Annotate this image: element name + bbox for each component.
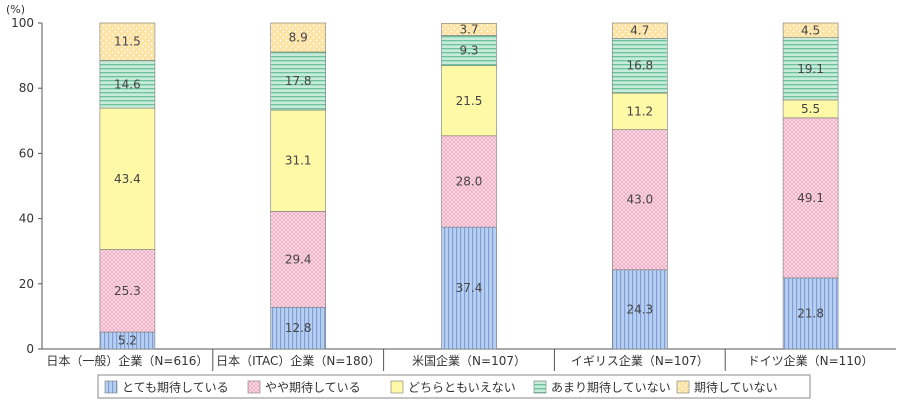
data-label: 29.4 — [285, 252, 312, 266]
bar-segment — [441, 135, 497, 228]
y-tick-label: 20 — [19, 277, 34, 291]
data-label: 5.2 — [118, 334, 137, 348]
data-label: 21.8 — [797, 306, 824, 320]
legend-label: やや期待している — [265, 381, 361, 395]
legend-label: 期待していない — [694, 381, 778, 395]
legend-swatch — [247, 380, 261, 394]
bar-segment — [270, 51, 327, 111]
legend-swatch — [104, 380, 118, 394]
bar-segment — [441, 35, 497, 67]
data-label: 4.7 — [630, 24, 649, 38]
data-label: 43.4 — [114, 172, 141, 186]
data-label: 3.7 — [459, 22, 478, 36]
legend-box — [97, 374, 811, 399]
data-label: 31.1 — [285, 154, 312, 168]
data-label: 21.5 — [456, 94, 483, 108]
data-label: 49.1 — [797, 191, 824, 205]
bar-segment — [441, 226, 497, 350]
x-category-label: ドイツ企業（N=110） — [748, 353, 874, 368]
legend-label: とても期待している — [122, 381, 229, 395]
data-label: 12.8 — [285, 321, 312, 335]
bar-segment — [782, 37, 839, 101]
legend-swatch — [390, 380, 404, 394]
bar-segment — [611, 22, 668, 39]
bar-segment — [270, 211, 327, 308]
data-label: 24.3 — [626, 302, 653, 316]
bar-segment — [270, 306, 327, 350]
y-tick-label: 80 — [19, 81, 34, 95]
bar-segment — [782, 22, 839, 38]
y-tick-label: 100 — [11, 16, 34, 30]
bar-segment — [99, 107, 156, 250]
data-label: 25.3 — [114, 284, 141, 298]
data-label: 37.4 — [456, 281, 483, 295]
bar-segment — [441, 23, 497, 36]
y-tick-label: 60 — [19, 146, 34, 160]
data-label: 19.1 — [797, 62, 824, 76]
data-label: 28.0 — [456, 174, 483, 188]
legend-label: あまり期待していない — [551, 381, 671, 395]
bar-segment — [611, 129, 668, 271]
x-category-label: 日本（一般）企業（N=616） — [46, 353, 208, 368]
data-label: 11.5 — [114, 35, 141, 49]
y-axis-unit-label: (%) — [6, 3, 25, 16]
data-label: 4.5 — [801, 23, 820, 37]
data-label: 16.8 — [626, 59, 653, 73]
data-label: 43.0 — [626, 193, 653, 207]
bar-segment — [441, 65, 497, 137]
x-category-label: 日本（ITAC）企業（N=180） — [216, 353, 380, 368]
data-label: 5.5 — [801, 102, 820, 116]
bar-segment — [270, 109, 327, 212]
bar-segment — [782, 117, 839, 279]
legend-swatch — [533, 380, 547, 394]
y-tick-label: 40 — [19, 212, 34, 226]
bar-segment — [99, 22, 156, 61]
bar-segment — [611, 269, 668, 350]
bar-segment — [611, 92, 668, 130]
legend-label: どちらともいえない — [408, 381, 516, 395]
data-label: 11.2 — [626, 104, 653, 118]
x-category-label: 米国企業（N=107） — [412, 353, 526, 368]
data-label: 17.8 — [285, 74, 312, 88]
bar-segment — [270, 22, 327, 53]
bar-segment — [611, 38, 668, 94]
bar-segment — [99, 60, 156, 109]
data-label: 8.9 — [289, 31, 308, 45]
legend-swatch — [676, 380, 690, 394]
data-label: 9.3 — [459, 44, 478, 58]
x-category-label: イギリス企業（N=107） — [571, 353, 709, 368]
bar-segment — [99, 249, 156, 333]
bar-segment — [782, 277, 839, 350]
y-tick-label: 0 — [26, 342, 34, 356]
data-label: 14.6 — [114, 77, 141, 91]
